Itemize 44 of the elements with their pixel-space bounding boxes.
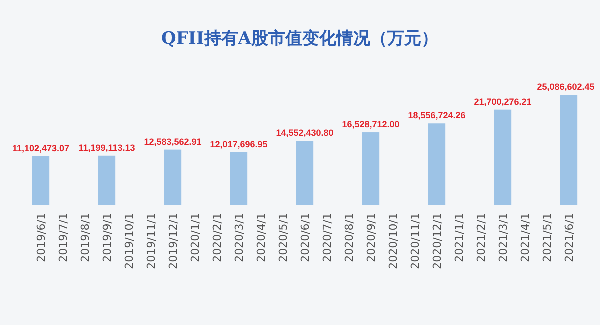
x-tick-label: 2019/11/1 xyxy=(145,213,158,270)
bar xyxy=(494,110,512,205)
x-tick-label: 2021/2/1 xyxy=(475,213,488,262)
x-tick-label: 2021/4/1 xyxy=(519,213,532,262)
bar xyxy=(230,152,248,205)
x-tick-label: 2020/11/1 xyxy=(409,213,422,270)
x-tick-label: 2019/9/1 xyxy=(101,213,114,262)
data-label: 25,086,602.45 xyxy=(537,82,595,92)
x-tick-label: 2020/4/1 xyxy=(255,213,268,262)
x-tick-label: 2019/12/1 xyxy=(167,213,180,270)
x-tick-label: 2020/8/1 xyxy=(343,213,356,262)
bar xyxy=(362,132,380,205)
bar xyxy=(98,156,116,205)
x-tick-label: 2019/8/1 xyxy=(79,213,92,262)
x-tick-label: 2020/10/1 xyxy=(387,213,400,270)
x-tick-label: 2020/1/1 xyxy=(189,213,202,262)
bar xyxy=(296,141,314,205)
bar xyxy=(428,124,446,205)
x-tick-label: 2021/3/1 xyxy=(497,213,510,262)
bar xyxy=(560,95,578,205)
x-tick-label: 2020/6/1 xyxy=(299,213,312,262)
data-label: 12,017,696.95 xyxy=(210,139,268,150)
chart-title: QFII持有A股市值变化情况（万元） xyxy=(162,29,438,49)
x-tick-label: 2020/5/1 xyxy=(277,213,290,262)
x-tick-label: 2020/9/1 xyxy=(365,213,378,262)
data-label: 21,700,276.21 xyxy=(474,96,532,107)
bar xyxy=(164,150,182,205)
x-tick-label: 2020/2/1 xyxy=(211,213,224,262)
data-label: 16,528,712.00 xyxy=(342,120,400,130)
x-tick-label: 2019/7/1 xyxy=(57,213,70,262)
x-tick-label: 2020/12/1 xyxy=(431,213,444,270)
data-label: 11,199,113.13 xyxy=(78,142,136,153)
x-tick-label: 2021/5/1 xyxy=(541,213,554,262)
x-tick-label: 2020/3/1 xyxy=(233,213,246,262)
data-label: 12,583,562.91 xyxy=(144,136,202,147)
data-label: 14,552,430.80 xyxy=(276,128,334,138)
x-tick-label: 2019/10/1 xyxy=(123,213,136,270)
bar xyxy=(32,156,50,205)
x-tick-label: 2020/7/1 xyxy=(321,213,334,262)
x-tick-label: 2021/6/1 xyxy=(563,213,576,262)
x-tick-label: 2021/1/1 xyxy=(453,213,466,262)
data-label: 18,556,724.26 xyxy=(408,110,466,121)
data-label: 11,102,473.07 xyxy=(12,143,70,154)
x-tick-label: 2019/6/1 xyxy=(35,213,48,262)
